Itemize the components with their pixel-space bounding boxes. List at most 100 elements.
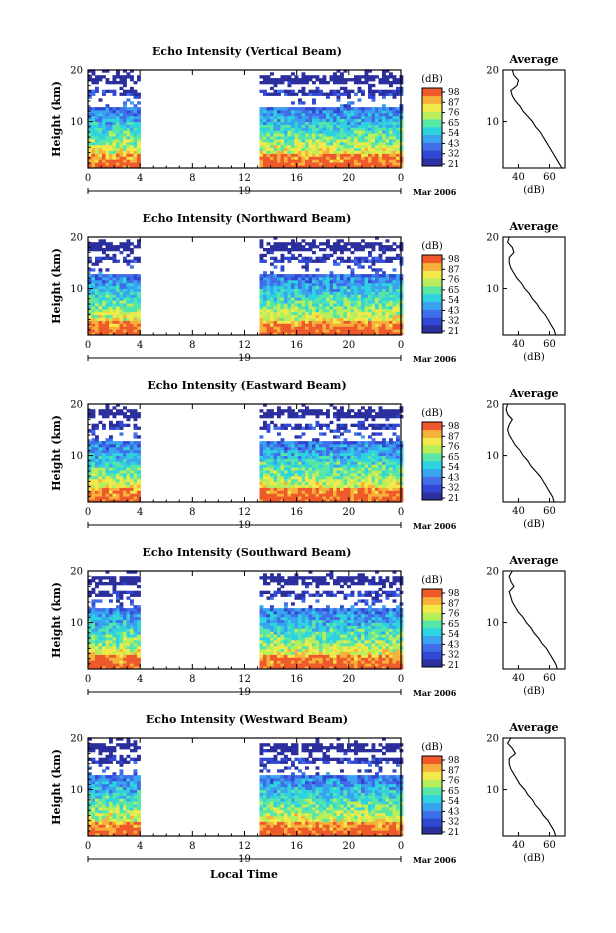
- heatmap-cell: [92, 329, 96, 332]
- heatmap-cell: [361, 289, 365, 292]
- heatmap-cell: [330, 450, 334, 453]
- heatmap-cell: [323, 156, 327, 159]
- colorbar-unit: (dB): [421, 408, 443, 419]
- heatmap-cell: [358, 432, 362, 435]
- heatmap-cell: [281, 133, 285, 136]
- heatmap-cell: [305, 257, 309, 260]
- heatmap-cell: [372, 294, 376, 297]
- y-axis-label: Height (km): [50, 248, 63, 324]
- heatmap-cell: [95, 655, 99, 658]
- heatmap-cell: [393, 432, 397, 435]
- heatmap-cell: [305, 424, 309, 427]
- heatmap-cell: [309, 277, 313, 280]
- heatmap-cell: [347, 101, 351, 104]
- heatmap-cell: [123, 151, 127, 154]
- heatmap-cell: [354, 110, 358, 113]
- heatmap-cell: [354, 156, 358, 159]
- heatmap-cell: [344, 297, 348, 300]
- heatmap-cell: [106, 640, 110, 643]
- heatmap-cell: [270, 318, 274, 321]
- heatmap-cell: [130, 127, 134, 130]
- heatmap-cell: [389, 139, 393, 142]
- heatmap-cell: [309, 479, 313, 482]
- heatmap-cell: [368, 142, 372, 145]
- heatmap-cell: [270, 156, 274, 159]
- heatmap-cell: [109, 652, 113, 655]
- heatmap-cell: [340, 306, 344, 309]
- heatmap-cell: [305, 263, 309, 266]
- heatmap-cell: [344, 151, 348, 154]
- heatmap-cell: [288, 297, 292, 300]
- heatmap-cell: [358, 289, 362, 292]
- colorbar-segment: [422, 119, 442, 121]
- heatmap-cell: [95, 631, 99, 634]
- heatmap-cell: [337, 441, 341, 444]
- heatmap-cell: [379, 306, 383, 309]
- heatmap-cell: [319, 130, 323, 133]
- heatmap-cell: [393, 300, 397, 303]
- heatmap-cell: [120, 424, 124, 427]
- heatmap-cell: [312, 242, 316, 245]
- heatmap-cell: [260, 318, 264, 321]
- heatmap-cell: [295, 289, 299, 292]
- heatmap-cell: [284, 130, 288, 133]
- heatmap-cell: [281, 461, 285, 464]
- heatmap-cell: [270, 136, 274, 139]
- heatmap-cell: [260, 113, 264, 116]
- heatmap-cell: [393, 93, 397, 96]
- heatmap-cell: [396, 81, 400, 84]
- heatmap-cell: [368, 162, 372, 165]
- heatmap-cell: [379, 427, 383, 430]
- heatmap-cell: [368, 75, 372, 78]
- heatmap-cell: [337, 292, 341, 295]
- heatmap-cell: [137, 292, 141, 295]
- heatmap-cell: [375, 119, 379, 122]
- heatmap-cell: [116, 75, 120, 78]
- heatmap-cell: [295, 321, 299, 324]
- heatmap-cell: [375, 257, 379, 260]
- heatmap-cell: [92, 588, 96, 591]
- heatmap-cell: [298, 318, 302, 321]
- heatmap-cell: [326, 257, 330, 260]
- heatmap-cell: [323, 110, 327, 113]
- heatmap-cell: [361, 493, 365, 496]
- heatmap-cell: [337, 122, 341, 125]
- heatmap-cell: [106, 277, 110, 280]
- heatmap-cell: [309, 321, 313, 324]
- heatmap-cell: [106, 289, 110, 292]
- heatmap-cell: [326, 493, 330, 496]
- heatmap-cell: [263, 93, 267, 96]
- heatmap-cell: [389, 459, 393, 462]
- heatmap-cell: [302, 493, 306, 496]
- heatmap-cell: [365, 142, 369, 145]
- heatmap-cell: [95, 110, 99, 113]
- heatmap-cell: [109, 441, 113, 444]
- heatmap-cell: [95, 637, 99, 640]
- heatmap-cell: [379, 315, 383, 318]
- colorbar-segment: [422, 125, 442, 127]
- heatmap-cell: [396, 274, 400, 277]
- heatmap-cell: [326, 496, 330, 499]
- heatmap-cell: [354, 289, 358, 292]
- heatmap-cell: [305, 300, 309, 303]
- heatmap-cell: [393, 447, 397, 450]
- heatmap-cell: [354, 142, 358, 145]
- heatmap-cell: [123, 300, 127, 303]
- heatmap-cell: [123, 312, 127, 315]
- heatmap-cell: [95, 315, 99, 318]
- heatmap-cell: [109, 657, 113, 660]
- colorbar-segment: [422, 147, 442, 149]
- heatmap-cell: [361, 148, 365, 151]
- heatmap-cell: [274, 292, 278, 295]
- heatmap-cell: [95, 663, 99, 666]
- heatmap-cell: [354, 151, 358, 154]
- heatmap-cell: [337, 245, 341, 248]
- heatmap-cell: [120, 421, 124, 424]
- heatmap-cell: [347, 488, 351, 491]
- heatmap-cell: [92, 476, 96, 479]
- heatmap-cell: [319, 154, 323, 157]
- heatmap-cell: [120, 479, 124, 482]
- heatmap-cell: [396, 122, 400, 125]
- heatmap-cell: [102, 242, 106, 245]
- heatmap-cell: [351, 456, 355, 459]
